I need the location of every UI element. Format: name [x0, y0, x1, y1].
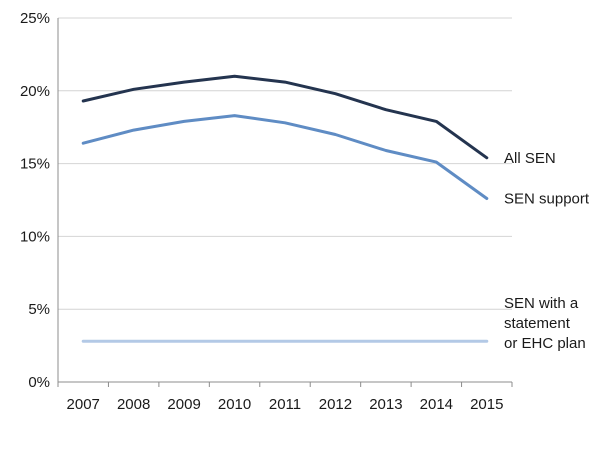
series-label: All SEN: [504, 150, 556, 167]
series-label: SEN with a statement or EHC plan: [504, 295, 586, 352]
series-label-line: SEN support: [504, 191, 590, 208]
series-label-line: SEN with a: [504, 295, 579, 312]
series-lines: [81, 74, 489, 343]
x-tick-label: 2010: [218, 396, 251, 413]
x-axis-ticks: 2007 2008 2009 2010 2011 2012 2013 2014 2015: [57, 382, 513, 413]
y-tick-label: 0%: [28, 374, 50, 391]
y-axis-ticks: 0% 5% 10% 15% 20% 25%: [20, 10, 50, 391]
x-tick-label: 2012: [319, 396, 352, 413]
series-label-line: statement: [504, 315, 571, 332]
x-tick-label: 2009: [167, 396, 200, 413]
x-tick-label: 2013: [369, 396, 402, 413]
y-tick-label: 25%: [20, 10, 50, 27]
series-label-line: or EHC plan: [504, 335, 586, 352]
series-line: [81, 114, 489, 200]
x-tick-label: 2014: [420, 396, 453, 413]
series-labels: All SEN SEN support SEN with a statement or …: [504, 150, 590, 352]
x-tick-label: 2011: [269, 396, 301, 413]
series-label: SEN support: [504, 191, 590, 208]
y-tick-label: 15%: [20, 156, 50, 173]
gridlines: [57, 17, 512, 383]
series-label-line: All SEN: [504, 150, 556, 167]
x-tick-label: 2008: [117, 396, 150, 413]
series-line: [81, 74, 489, 160]
x-tick-label: 2007: [67, 396, 100, 413]
y-tick-label: 5%: [28, 301, 50, 318]
y-tick-label: 20%: [20, 83, 50, 100]
y-tick-label: 10%: [20, 228, 50, 245]
x-tick-label: 2015: [470, 396, 503, 413]
